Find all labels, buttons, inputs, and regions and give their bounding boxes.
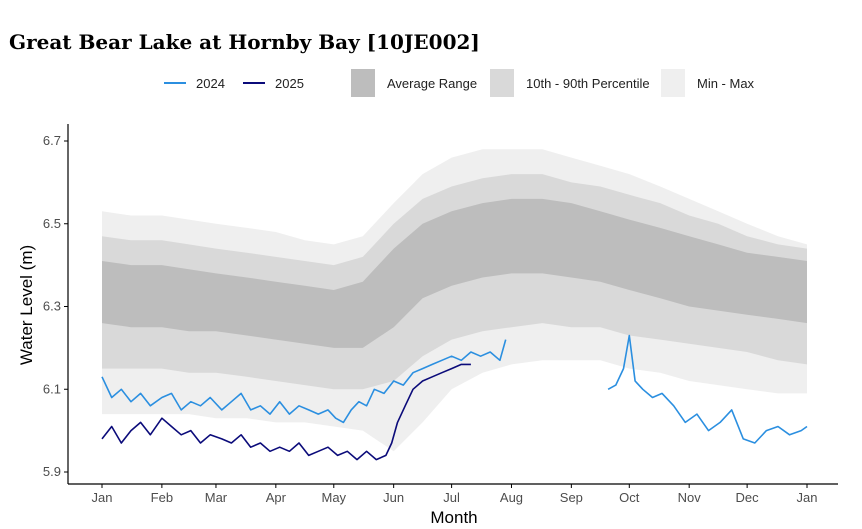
x-tick-label: Jan — [92, 490, 113, 505]
legend-label-2024: 2024 — [196, 75, 225, 91]
x-tick-label: Apr — [266, 490, 287, 505]
legend-item-percentile: 10th - 90th Percentile — [490, 68, 650, 98]
series-2024-line-1 — [101, 339, 507, 424]
legend-label-percentile: 10th - 90th Percentile — [526, 75, 650, 91]
legend-label-average-range: Average Range — [387, 75, 478, 91]
series-layer — [101, 334, 808, 461]
y-tick-label: 6.3 — [43, 299, 61, 314]
legend-item-min-max: Min - Max — [661, 68, 754, 98]
x-tick-label: Dec — [736, 490, 760, 505]
legend-swatch-average-range — [351, 69, 375, 97]
legend-item-2024: 2024 — [164, 68, 225, 98]
y-tick-label: 6.1 — [43, 381, 61, 396]
bands-layer — [102, 149, 807, 452]
y-tick-label: 5.9 — [43, 464, 61, 479]
y-tick-label: 6.7 — [43, 133, 61, 148]
legend-swatch-2025 — [243, 82, 265, 84]
legend-label-min-max: Min - Max — [697, 75, 755, 91]
y-tick-label: 6.5 — [43, 216, 61, 231]
x-axis-label: Month — [430, 508, 477, 527]
legend-swatch-min-max — [661, 69, 685, 97]
legend-swatch-2024 — [164, 82, 186, 84]
x-tick-label: Nov — [678, 490, 702, 505]
y-axis-label: Water Level (m) — [17, 245, 36, 365]
legend: 2024 2025 Average Range 10th - 90th Perc… — [0, 68, 862, 98]
x-tick-label: Feb — [151, 490, 173, 505]
x-tick-label: Jan — [797, 490, 818, 505]
series-2025-line-1 — [101, 363, 471, 461]
x-tick-label: Jun — [383, 490, 404, 505]
chart-title: Great Bear Lake at Hornby Bay [10JE002] — [9, 30, 480, 54]
legend-label-2025: 2025 — [275, 75, 304, 91]
band-average-range — [102, 198, 807, 348]
legend-item-2025: 2025 — [243, 68, 304, 98]
axes-layer: 5.9 6.1 6.3 6.5 6.7 Jan Feb Mar Apr May Jun Jul Aug S… — [43, 124, 838, 505]
x-tick-label: Aug — [500, 490, 523, 505]
x-tick-label: Mar — [205, 490, 228, 505]
series-2024-line-2 — [607, 334, 808, 444]
x-tick-label: Jul — [443, 490, 460, 505]
x-tick-label: May — [321, 490, 346, 505]
legend-swatch-percentile — [490, 69, 514, 97]
legend-item-average-range: Average Range — [351, 68, 477, 98]
x-tick-label: Sep — [560, 490, 583, 505]
x-tick-label: Oct — [619, 490, 640, 505]
